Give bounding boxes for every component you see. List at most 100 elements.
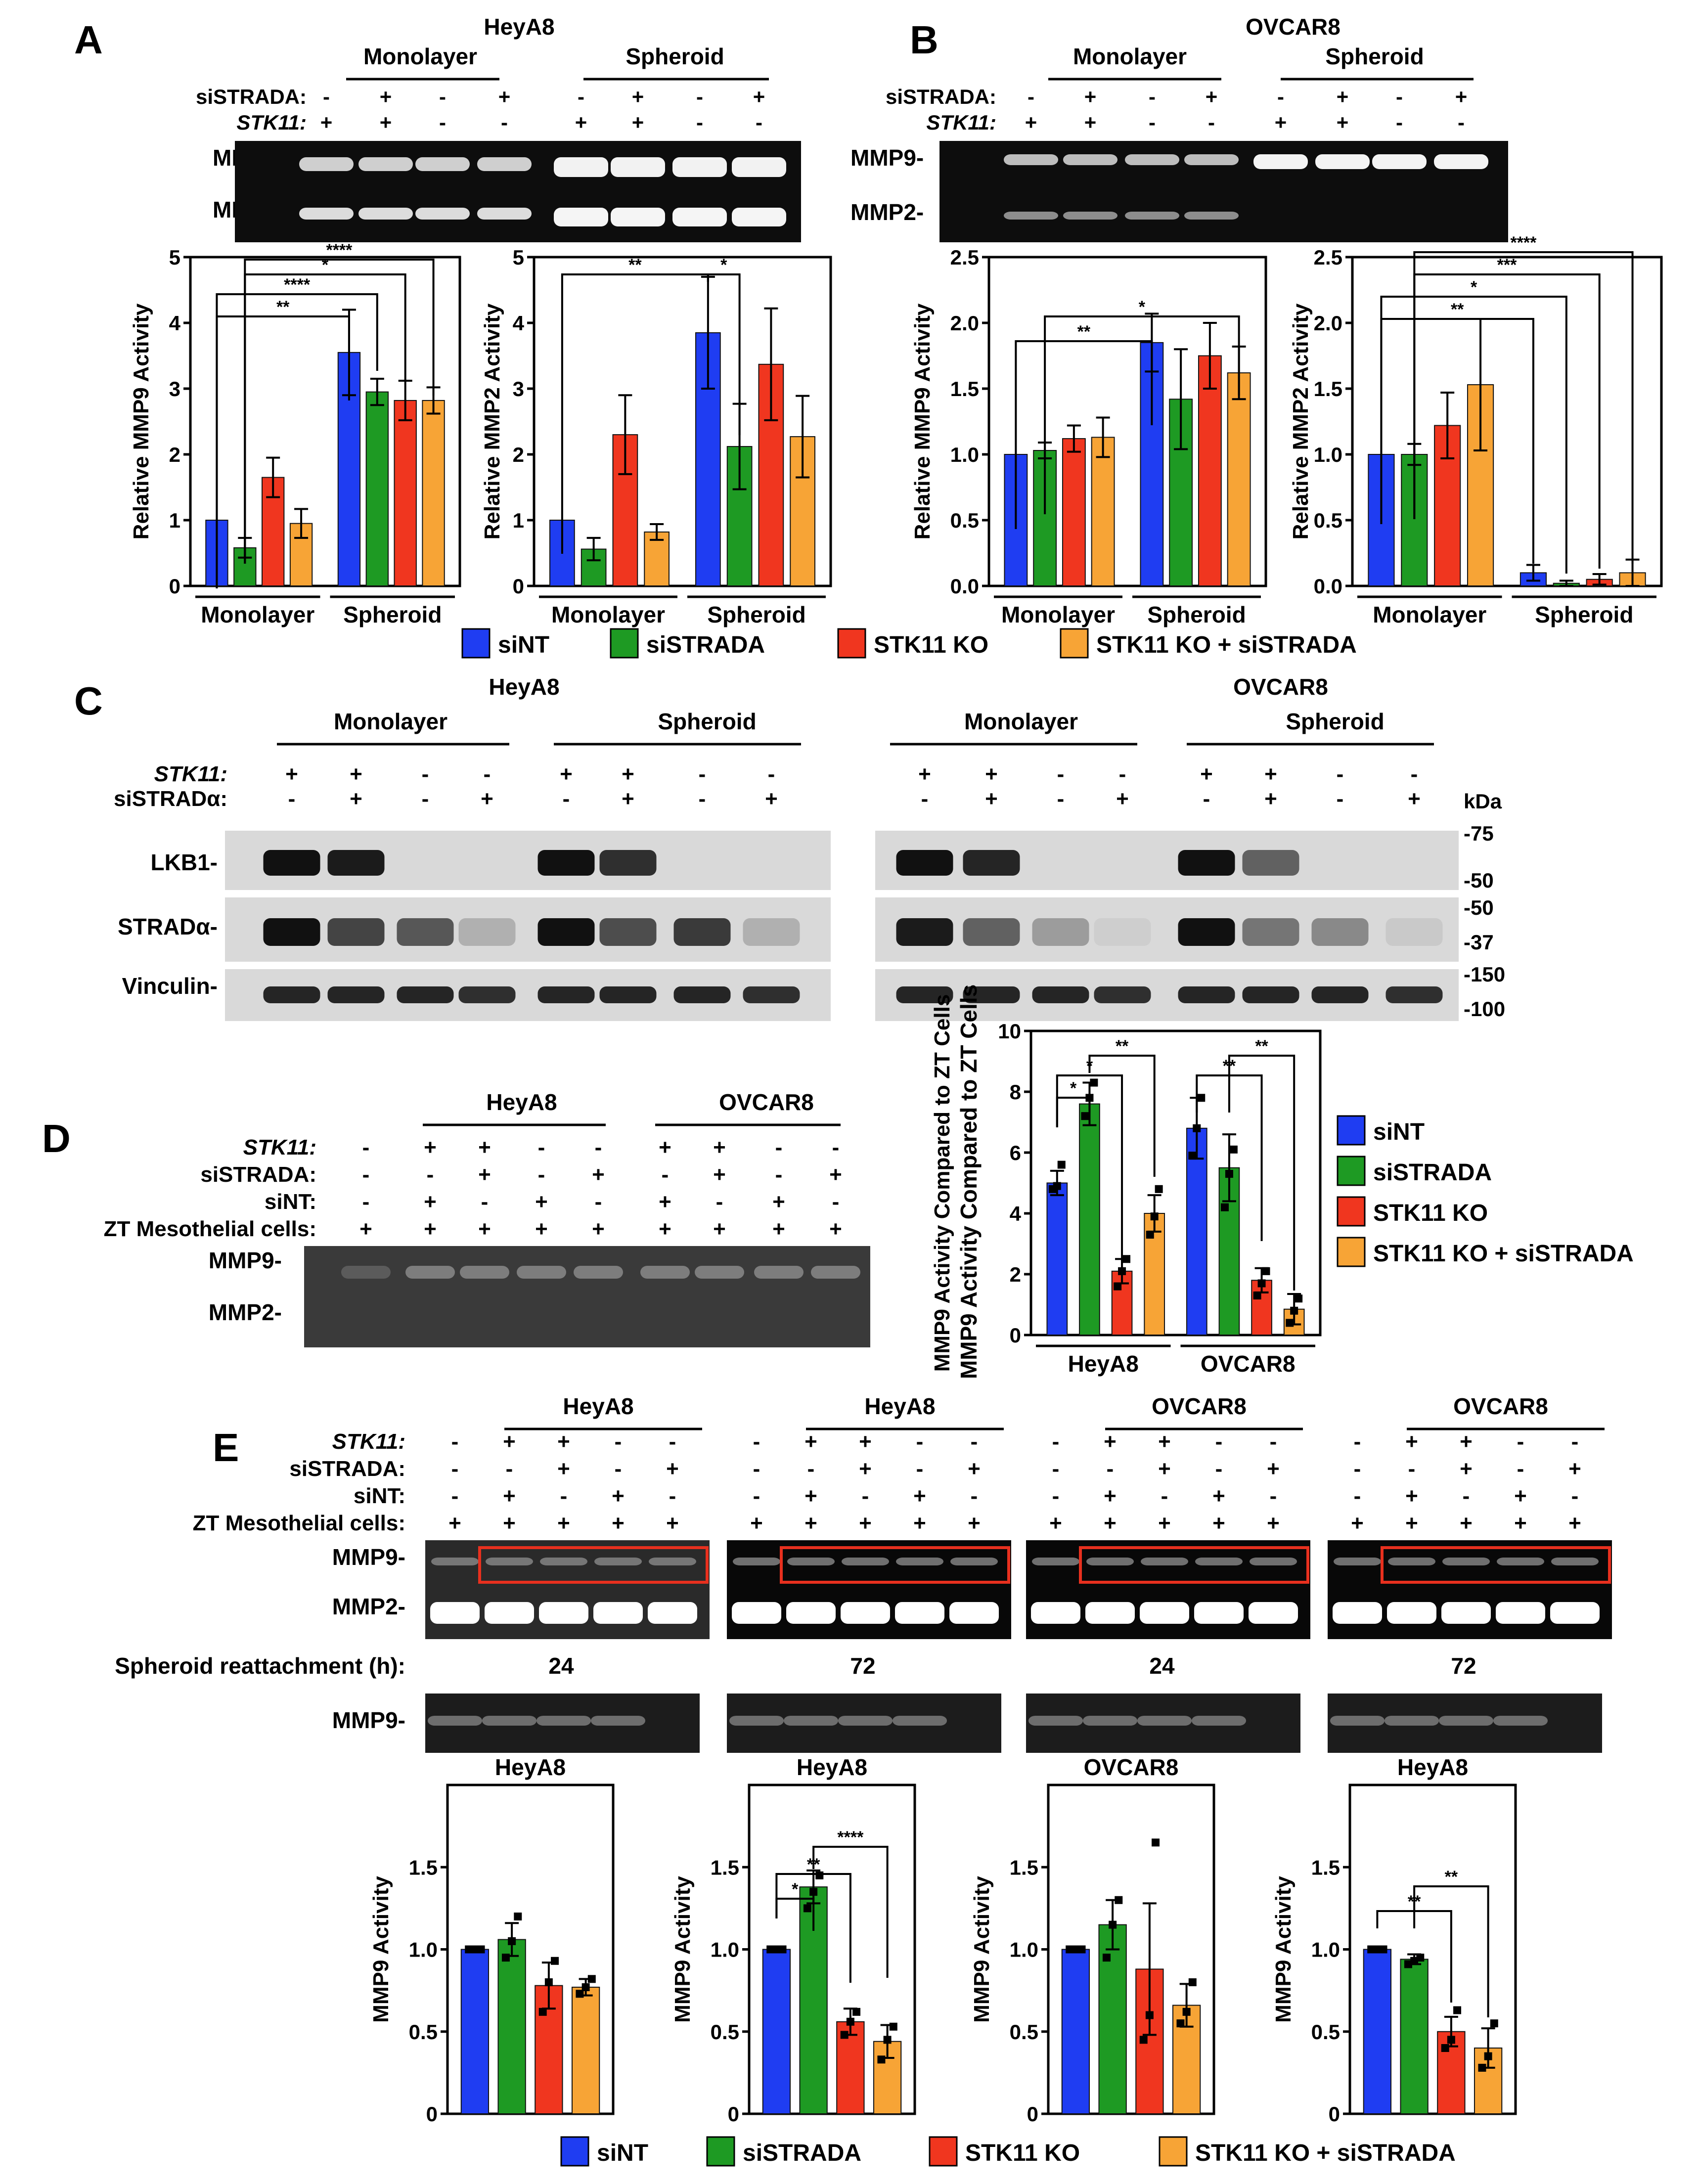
gel-band bbox=[811, 1266, 860, 1279]
legend-swatch-siNT bbox=[1337, 1115, 1366, 1146]
group-label: Spheroid bbox=[1535, 602, 1633, 627]
data-point bbox=[471, 1945, 479, 1954]
lane-sign: + bbox=[1351, 1511, 1364, 1535]
legend-swatch-STK11_KO_siSTRADA bbox=[1337, 1237, 1366, 1267]
lane-sign: + bbox=[968, 1511, 981, 1535]
gel-band bbox=[358, 208, 413, 220]
gel-band bbox=[896, 850, 953, 876]
lane-sign: + bbox=[1212, 1511, 1225, 1535]
cell-line-title: HeyA8 bbox=[563, 1393, 633, 1419]
lane-sign: + bbox=[1264, 762, 1277, 786]
data-point bbox=[1410, 1957, 1419, 1965]
legend-swatch-siSTRADA bbox=[610, 628, 639, 659]
band-label: MMP2- bbox=[332, 1594, 405, 1619]
cell-line-title: HeyA8 bbox=[484, 14, 554, 40]
lane-sign: - bbox=[1149, 111, 1156, 134]
gel-band bbox=[743, 918, 800, 946]
lane-sign: - bbox=[756, 111, 762, 134]
chart-D: 0 2 4 6 8 10 MMP9 Activity Compared to ZT Cell… bbox=[930, 994, 1322, 1377]
lane-sign: + bbox=[350, 787, 362, 811]
y-tick-label: 2.5 bbox=[950, 246, 979, 269]
gel-band bbox=[1387, 1602, 1436, 1624]
lane-sign: + bbox=[320, 111, 333, 134]
gel-band bbox=[1242, 850, 1299, 876]
lane-sign: - bbox=[595, 1190, 602, 1214]
lane-sign: + bbox=[804, 1429, 817, 1454]
gel-band bbox=[838, 1716, 893, 1726]
gel-band bbox=[1333, 1602, 1382, 1624]
lane-sign: + bbox=[772, 1217, 785, 1241]
lane-sign: - bbox=[971, 1484, 978, 1508]
gel-band bbox=[1063, 154, 1117, 165]
lane-sign: - bbox=[1203, 787, 1210, 811]
gel-band bbox=[842, 1558, 889, 1565]
lane-sign: + bbox=[1337, 111, 1349, 134]
significance-bracket bbox=[1413, 251, 1634, 564]
lane-sign: + bbox=[1264, 787, 1277, 811]
gel-band bbox=[732, 1602, 781, 1624]
data-point bbox=[465, 1945, 473, 1954]
lane-sign: + bbox=[1212, 1484, 1225, 1508]
gel-band bbox=[539, 1602, 588, 1624]
y-tick-label: 6 bbox=[1010, 1141, 1021, 1164]
group-label: Monolayer bbox=[1001, 602, 1115, 627]
gel-band bbox=[1493, 1716, 1548, 1726]
lane-sign: + bbox=[1158, 1457, 1171, 1481]
gel-band bbox=[1550, 1602, 1600, 1624]
gel-band bbox=[1125, 154, 1179, 165]
data-point bbox=[1072, 1945, 1080, 1954]
highlight-box bbox=[1079, 1546, 1309, 1584]
data-point bbox=[846, 2017, 854, 2026]
band-label: MMP2- bbox=[850, 199, 924, 225]
gel-band bbox=[1441, 1602, 1491, 1624]
gel-band bbox=[1004, 154, 1058, 165]
y-axis-label: MMP9 Activity bbox=[1271, 1876, 1296, 2023]
lane-sign: - bbox=[563, 787, 570, 811]
y-tick-label: 2 bbox=[513, 443, 524, 466]
data-point bbox=[803, 1904, 811, 1913]
data-point bbox=[1115, 1896, 1123, 1904]
timepoint-label: 72 bbox=[1451, 1653, 1476, 1679]
bar bbox=[262, 477, 285, 586]
lane-sign: - bbox=[753, 1457, 760, 1481]
lane-sign: - bbox=[1052, 1429, 1060, 1454]
condition-label: Monolayer bbox=[964, 709, 1078, 734]
gel-band bbox=[1086, 1558, 1134, 1565]
gel-band bbox=[1032, 1558, 1079, 1565]
gel-band bbox=[431, 1558, 479, 1565]
gel-band bbox=[1385, 986, 1443, 1003]
lane-sign: + bbox=[478, 1162, 491, 1187]
lane-sign: + bbox=[666, 1511, 679, 1535]
blot-STRAD-HeyA8 bbox=[225, 897, 831, 962]
lane-sign: - bbox=[451, 1429, 459, 1454]
gel-band bbox=[1063, 212, 1117, 220]
gel-band bbox=[1184, 212, 1239, 220]
lane-sign: - bbox=[832, 1190, 840, 1214]
cell-line-title: OVCAR8 bbox=[1453, 1393, 1548, 1419]
condition-label: Spheroid bbox=[1286, 709, 1384, 734]
cell-line-title: HeyA8 bbox=[486, 1089, 557, 1115]
legend-label: STK11 KO bbox=[1373, 1200, 1488, 1226]
lane-sign: + bbox=[1206, 85, 1218, 108]
gel-band bbox=[695, 1266, 744, 1279]
legend-swatch-STK11_KO bbox=[1337, 1196, 1366, 1227]
lane-sign: - bbox=[484, 762, 491, 786]
y-tick-label: 1.5 bbox=[1010, 1856, 1038, 1879]
row-label: STK11: bbox=[236, 111, 307, 134]
panel-letter: E bbox=[213, 1426, 239, 1470]
gel-background bbox=[1026, 1540, 1310, 1639]
gel-band bbox=[574, 1266, 623, 1279]
condition-label: Spheroid bbox=[658, 709, 756, 734]
lane-sign: - bbox=[439, 111, 446, 134]
band-label: MMP2- bbox=[209, 1299, 282, 1325]
lane-sign: + bbox=[478, 1217, 491, 1241]
gel-band bbox=[672, 208, 727, 226]
gel-E-2 bbox=[1026, 1540, 1310, 1639]
gel-band bbox=[1184, 154, 1239, 165]
y-tick-label: 1.0 bbox=[409, 1938, 438, 1961]
legend-label: siSTRADA bbox=[646, 632, 765, 658]
gel-E2-2 bbox=[1026, 1694, 1300, 1753]
data-point bbox=[1447, 2036, 1455, 2044]
lane-sign: + bbox=[659, 1135, 671, 1159]
